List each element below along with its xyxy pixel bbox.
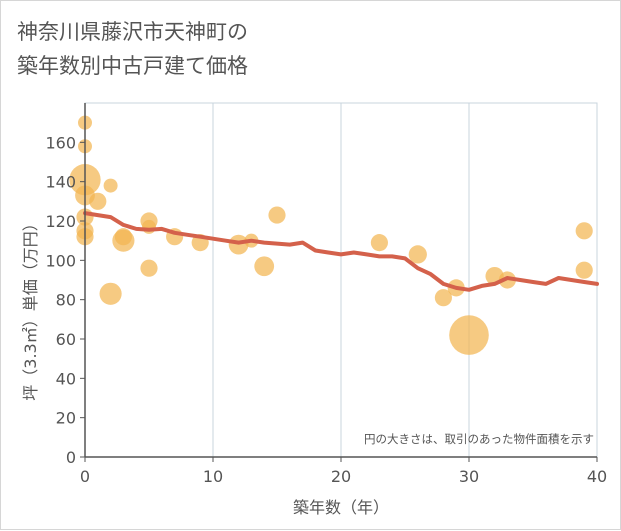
y-tick-label: 140 xyxy=(45,173,76,192)
x-tick-label: 20 xyxy=(331,467,351,486)
trend-line xyxy=(83,211,599,292)
trend-line-layer xyxy=(83,211,599,292)
y-tick-label: 0 xyxy=(66,448,76,467)
data-bubble xyxy=(103,178,118,193)
y-tick-label: 80 xyxy=(56,291,76,310)
y-tick-label: 40 xyxy=(56,369,76,388)
size-note: 円の大きさは、取引のあった物件面積を示す xyxy=(364,432,594,446)
data-bubble xyxy=(254,256,275,277)
y-tick-label: 60 xyxy=(56,330,76,349)
bubble-layer xyxy=(69,115,593,355)
axis-layer: 0 20 40 60 80 100 120 140 160 0 10 20 30 40 xyxy=(45,103,607,486)
y-tick-label: 160 xyxy=(45,133,76,152)
y-tick-label: 20 xyxy=(56,409,76,428)
chart-title-line-1: 神奈川県藤沢市天神町の xyxy=(17,20,248,44)
data-bubble xyxy=(575,222,593,240)
chart-title: 神奈川県藤沢市天神町の 築年数別中古戸建て価格 xyxy=(17,15,248,83)
x-tick-label: 30 xyxy=(459,467,479,486)
data-bubble xyxy=(114,228,132,246)
x-tick-label: 0 xyxy=(80,467,90,486)
data-bubble xyxy=(370,234,388,252)
data-bubble xyxy=(228,234,249,255)
data-bubble xyxy=(408,245,427,264)
data-bubble xyxy=(268,206,286,224)
data-bubble xyxy=(449,315,489,355)
data-bubble xyxy=(434,289,452,307)
x-tick-label: 10 xyxy=(203,467,223,486)
data-bubble xyxy=(99,282,122,305)
data-bubble xyxy=(89,192,107,210)
y-tick-label: 120 xyxy=(45,212,76,231)
y-tick-label: 100 xyxy=(45,251,76,270)
x-tick-label: 40 xyxy=(587,467,607,486)
data-bubble xyxy=(140,259,158,277)
y-axis-label: 坪（3.3㎡）単価（万円） xyxy=(21,215,40,400)
chart-title-line-2: 築年数別中古戸建て価格 xyxy=(17,54,248,78)
x-axis-label: 築年数（年） xyxy=(293,498,389,517)
data-bubble xyxy=(575,261,593,279)
